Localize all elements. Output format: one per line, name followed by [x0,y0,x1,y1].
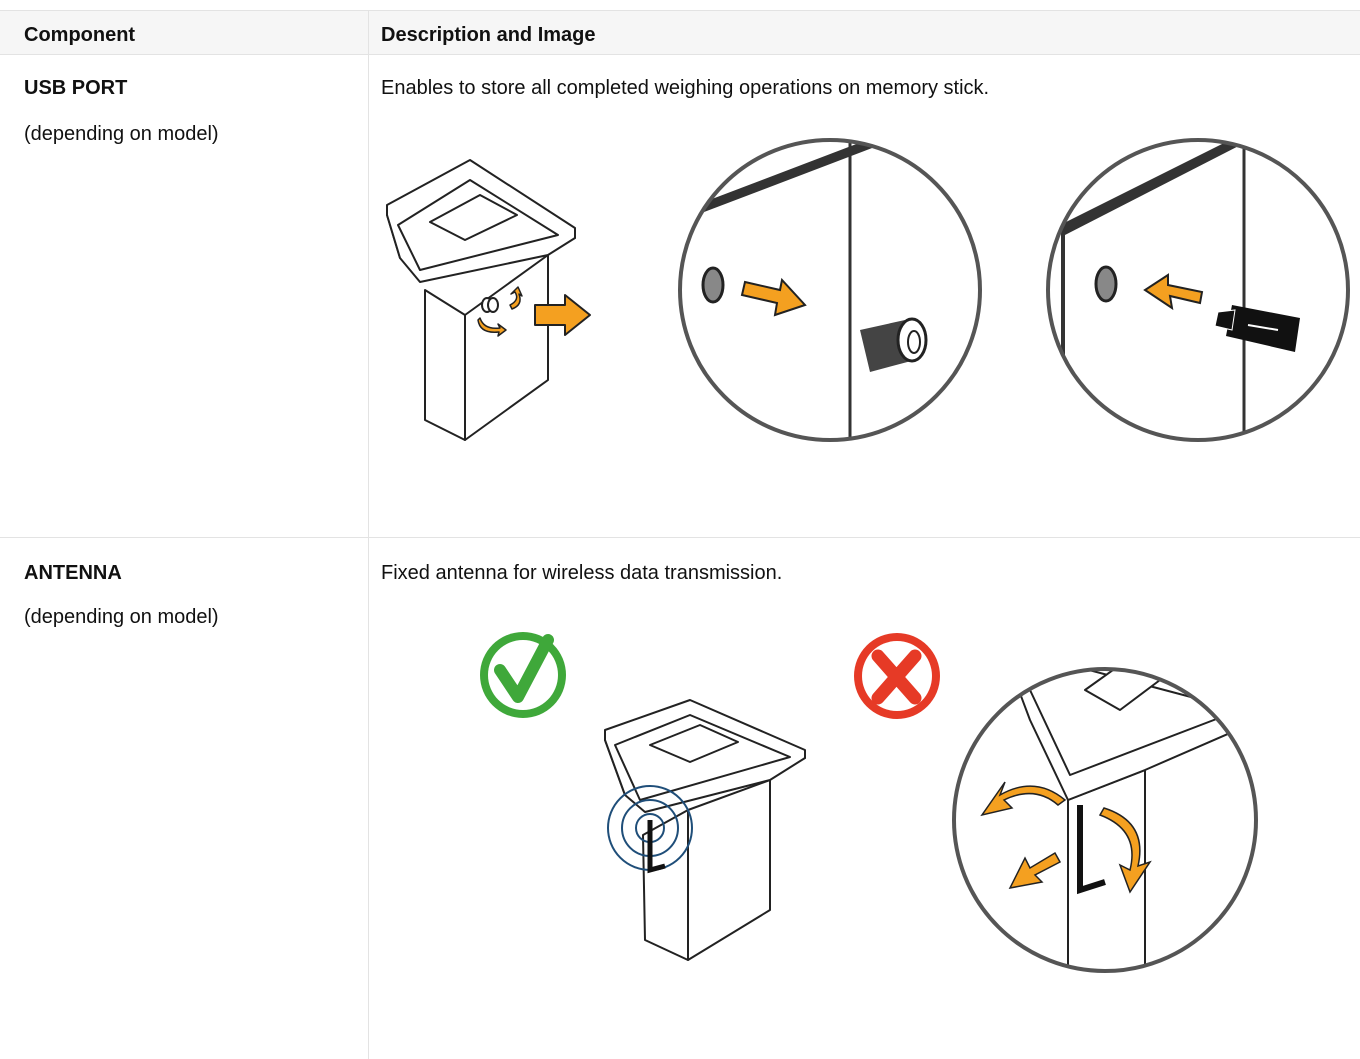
description: Enables to store all completed weighing … [381,77,990,99]
component-name: ANTENNA [24,562,122,584]
description: Fixed antenna for wireless data transmis… [381,562,783,584]
component-note: (depending on model) [24,123,219,145]
usb-terminal-illustration [386,159,576,441]
column-header: Description and Image [381,24,596,46]
column-header: Component [24,24,136,46]
component-note: (depending on model) [24,606,219,628]
component-name: USB PORT [24,77,128,99]
